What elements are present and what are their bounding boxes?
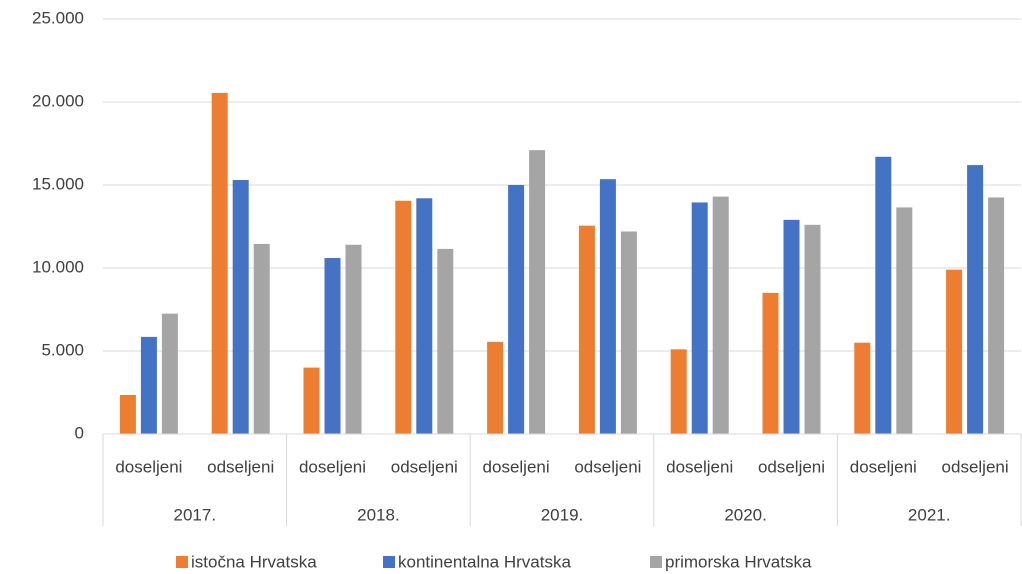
bar	[670, 349, 687, 434]
y-tick-label: 5.000	[41, 340, 84, 359]
bar	[140, 336, 157, 434]
bar	[324, 258, 341, 434]
bar	[967, 165, 984, 434]
bar	[620, 231, 637, 434]
bar	[804, 224, 821, 434]
x-tick-label: odseljeni	[942, 457, 1009, 476]
legend-swatch	[383, 556, 395, 568]
legend-swatch	[650, 556, 662, 568]
y-tick-label: 15.000	[32, 174, 84, 193]
legend-label: primorska Hrvatska	[665, 552, 812, 571]
y-tick-label: 0	[75, 423, 84, 442]
group-label: 2018.	[357, 505, 400, 524]
x-tick-label: doseljeni	[115, 457, 182, 476]
bar	[783, 219, 800, 434]
bar	[437, 248, 454, 434]
group-label: 2019.	[541, 505, 584, 524]
bar	[875, 156, 892, 434]
x-tick-label: odseljeni	[574, 457, 641, 476]
y-tick-label: 25.000	[32, 8, 84, 27]
bar	[345, 244, 362, 434]
bar	[416, 198, 433, 434]
bar	[578, 225, 595, 434]
bar	[211, 92, 228, 435]
group-label: 2017.	[174, 505, 217, 524]
bar	[232, 180, 249, 434]
bar	[988, 197, 1005, 434]
legend-label: kontinentalna Hrvatska	[398, 552, 571, 571]
x-tick-label: odseljeni	[758, 457, 825, 476]
bar	[161, 313, 178, 434]
x-tick-label: doseljeni	[483, 457, 550, 476]
bar	[946, 269, 963, 434]
y-tick-label: 10.000	[32, 257, 84, 276]
legend-label: istočna Hrvatska	[191, 552, 317, 571]
bar	[529, 150, 546, 434]
x-tick-label: doseljeni	[299, 457, 366, 476]
bar	[508, 185, 525, 434]
y-tick-label: 20.000	[32, 91, 84, 110]
bar	[119, 394, 136, 434]
x-tick-label: doseljeni	[666, 457, 733, 476]
bar	[896, 207, 913, 434]
x-tick-label: odseljeni	[207, 457, 274, 476]
group-label: 2020.	[724, 505, 767, 524]
bar	[762, 292, 779, 434]
bar	[303, 367, 320, 434]
x-tick-label: odseljeni	[391, 457, 458, 476]
bar	[691, 202, 708, 434]
x-tick-label: doseljeni	[850, 457, 917, 476]
legend-swatch	[176, 556, 188, 568]
bar	[854, 342, 871, 434]
group-label: 2021.	[908, 505, 951, 524]
bar	[253, 243, 270, 434]
bar	[395, 200, 412, 434]
bar	[712, 196, 729, 434]
bar	[487, 341, 504, 434]
bar	[599, 179, 616, 434]
